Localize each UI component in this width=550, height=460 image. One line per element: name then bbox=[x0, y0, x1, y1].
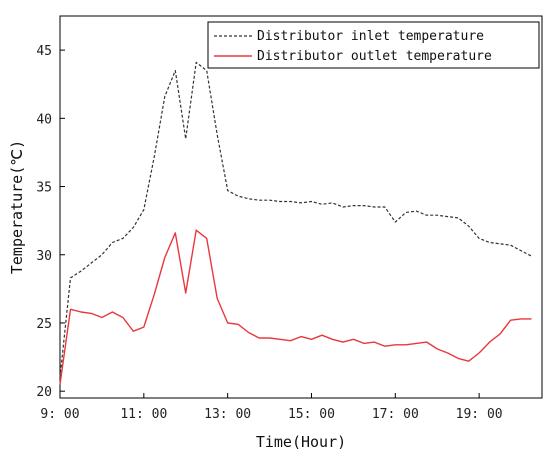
legend-label-outlet: Distributor outlet temperature bbox=[257, 49, 492, 64]
series-line-inlet bbox=[59, 61, 532, 378]
y-axis-title: Temperature(℃) bbox=[8, 140, 26, 274]
y-tick-label: 35 bbox=[36, 181, 52, 196]
x-tick-label: 9: 00 bbox=[40, 407, 79, 422]
legend-box bbox=[207, 21, 540, 69]
y-tick-label: 25 bbox=[36, 317, 52, 332]
y-tick-label: 20 bbox=[36, 385, 52, 400]
legend: Distributor inlet temperature Distributo… bbox=[207, 21, 540, 69]
plot-frame bbox=[59, 15, 543, 399]
legend-label-inlet: Distributor inlet temperature bbox=[257, 29, 484, 44]
series-layer bbox=[59, 61, 532, 385]
x-axis-ticks: 9: 00 11: 00 13: 00 15: 00 17: 00 19: 00 bbox=[40, 393, 503, 422]
x-tick-label: 17: 00 bbox=[372, 407, 419, 422]
x-tick-label: 13: 00 bbox=[204, 407, 251, 422]
y-tick-label: 40 bbox=[36, 112, 52, 127]
series-line-outlet bbox=[59, 229, 532, 385]
y-tick-label: 45 bbox=[36, 44, 52, 59]
x-tick-label: 19: 00 bbox=[456, 407, 503, 422]
x-tick-label: 11: 00 bbox=[120, 407, 167, 422]
x-tick-label: 15: 00 bbox=[288, 407, 335, 422]
y-axis-ticks: 20 25 30 35 40 45 bbox=[36, 44, 65, 400]
y-tick-label: 30 bbox=[36, 249, 52, 264]
x-axis-title: Time(Hour) bbox=[256, 433, 346, 451]
